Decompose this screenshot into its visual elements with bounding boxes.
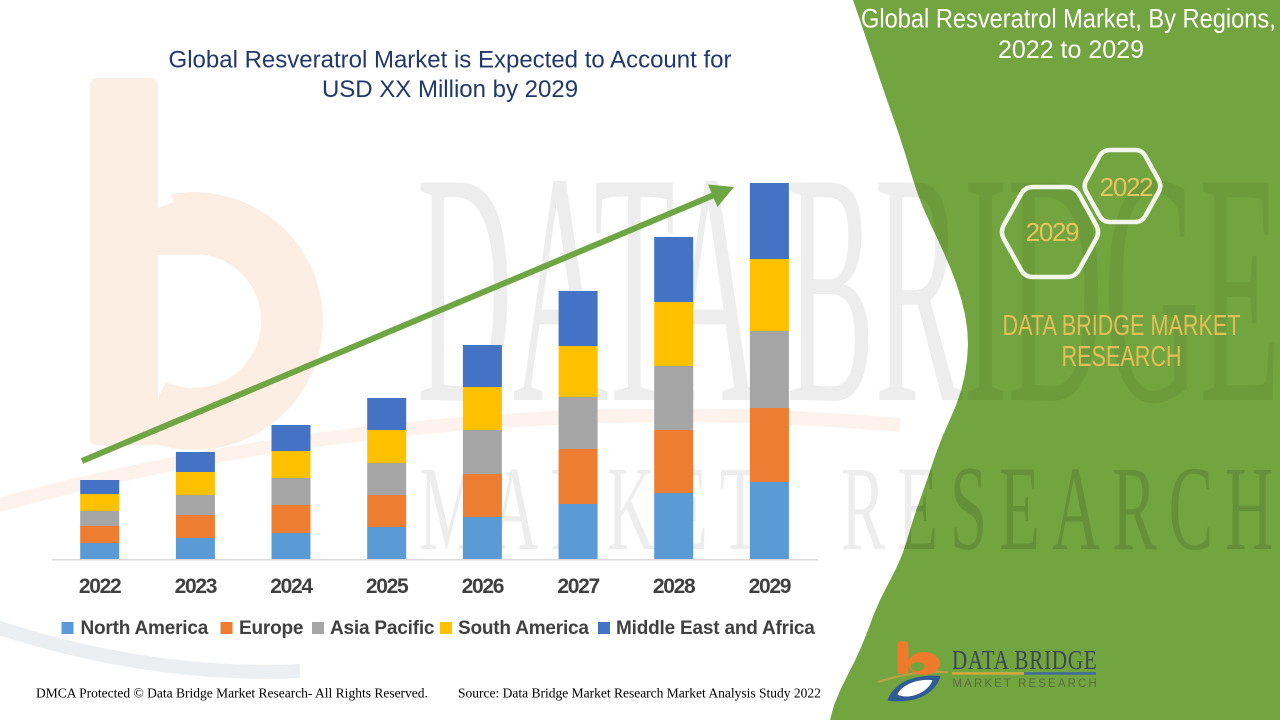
svg-text:2026: 2026	[462, 575, 504, 598]
svg-text:2022: 2022	[1100, 172, 1153, 202]
svg-text:Europe: Europe	[239, 618, 303, 639]
svg-text:MARKET RESEARCH: MARKET RESEARCH	[953, 678, 1099, 690]
svg-text:Middle East and Africa: Middle East and Africa	[616, 618, 815, 639]
svg-text:2022: 2022	[79, 575, 121, 598]
svg-text:2029: 2029	[749, 575, 791, 598]
svg-text:2022 to 2029: 2022 to 2029	[998, 36, 1144, 64]
svg-text:South America: South America	[458, 618, 589, 639]
svg-text:Source: Data Bridge Market Res: Source: Data Bridge Market Research Mark…	[458, 686, 821, 701]
svg-text:North America: North America	[81, 618, 209, 639]
svg-text:2023: 2023	[175, 575, 217, 598]
svg-text:Global Resveratrol Market is E: Global Resveratrol Market is Expected to…	[169, 46, 732, 73]
svg-text:RESEARCH: RESEARCH	[1062, 341, 1182, 373]
svg-text:2027: 2027	[557, 575, 599, 598]
svg-text:2024: 2024	[270, 575, 313, 598]
svg-text:DATA BRIDGE MARKET: DATA BRIDGE MARKET	[1003, 310, 1241, 342]
svg-text:Global Resveratrol Market, By: Global Resveratrol Market, By Regions,	[861, 4, 1276, 34]
svg-text:DATA BRIDGE: DATA BRIDGE	[952, 646, 1097, 676]
svg-text:2025: 2025	[366, 575, 409, 598]
svg-text:DMCA Protected © Data Bridge M: DMCA Protected © Data Bridge Market Rese…	[36, 686, 428, 701]
svg-text:2029: 2029	[1026, 217, 1079, 247]
svg-text:Asia Pacific: Asia Pacific	[330, 618, 435, 639]
svg-text:2028: 2028	[653, 575, 696, 598]
svg-text:USD XX Million by 2029: USD XX Million by 2029	[322, 76, 578, 103]
